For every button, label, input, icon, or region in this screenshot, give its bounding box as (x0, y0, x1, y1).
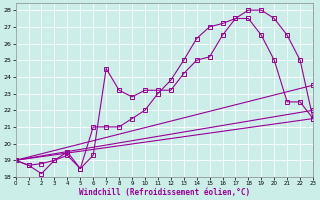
X-axis label: Windchill (Refroidissement éolien,°C): Windchill (Refroidissement éolien,°C) (79, 188, 250, 197)
